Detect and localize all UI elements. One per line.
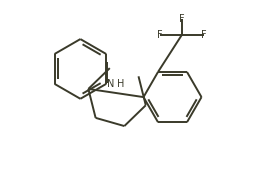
Text: F: F: [157, 30, 163, 40]
Text: F: F: [201, 30, 207, 40]
Text: N: N: [107, 79, 114, 89]
Text: H: H: [117, 79, 124, 89]
Text: F: F: [179, 14, 185, 24]
